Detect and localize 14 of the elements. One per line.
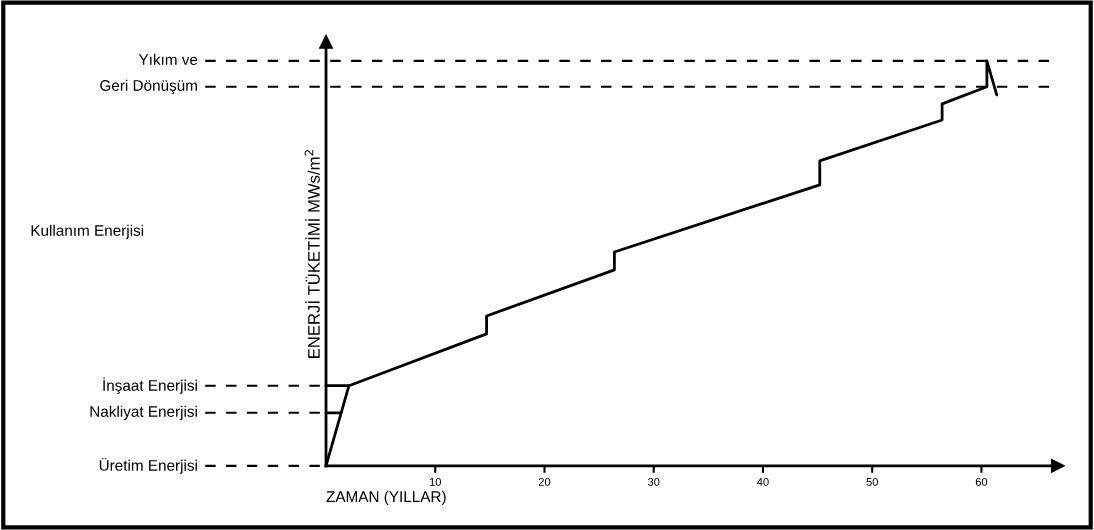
ref-line-label: İnşaat Enerjisi <box>103 377 197 394</box>
ref-line-label: Yıkım ve <box>138 53 198 65</box>
x-axis-title: ZAMAN (YILLAR) <box>326 490 446 506</box>
x-tick-label: 40 <box>757 477 769 486</box>
y-axis-title: ENERJİ TÜKETİMİ MWs/m$^{2}$ <box>304 150 320 358</box>
ref-line-label: Geri Dönüşüm <box>100 79 197 94</box>
ref-line-label: Nakliyat Enerjisi <box>90 405 197 420</box>
x-tick-label: 20 <box>538 477 551 486</box>
text: Kullanım Enerjisi <box>31 224 144 239</box>
x-tick-label: 60 <box>975 477 988 486</box>
x-tick-label: 10 <box>429 477 441 486</box>
ref-line-label: Üretim Enerjisi <box>99 457 197 474</box>
x-tick-label: 50 <box>866 477 878 486</box>
x-tick-label: 30 <box>647 477 660 486</box>
